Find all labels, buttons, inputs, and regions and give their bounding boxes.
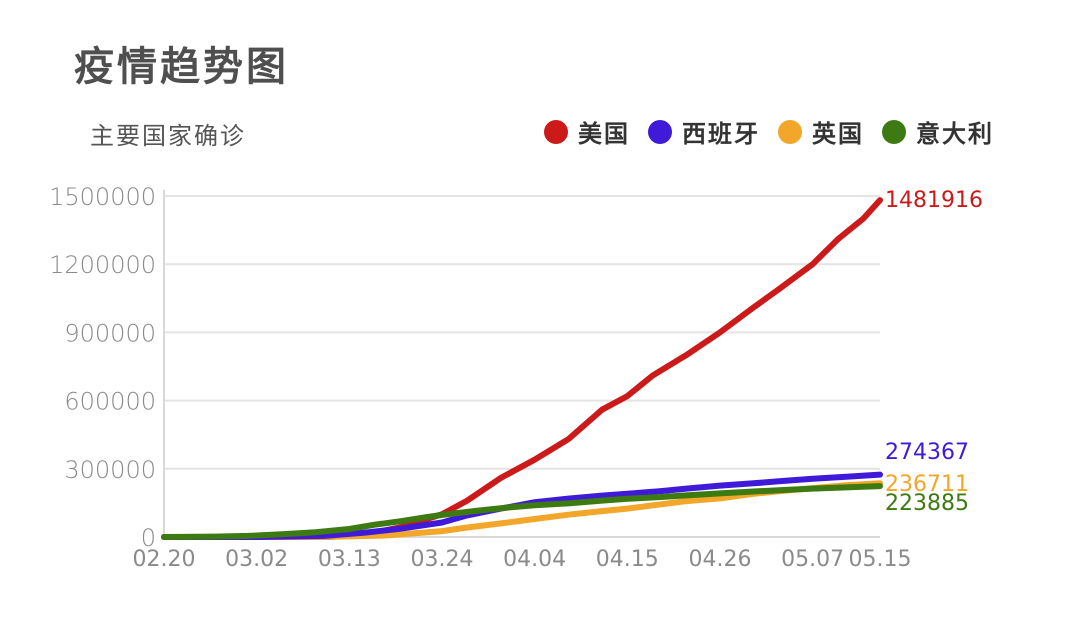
x-tick-label: 04.26 [688,547,751,572]
series-line-0 [161,197,883,540]
y-tick-label: 600000 [64,388,156,416]
end-value-label: 223885 [885,491,969,516]
legend-label-usa: 美国 [578,120,630,148]
y-tick-label: 0 [141,524,156,552]
chart-title: 疫情趋势图 [74,44,289,90]
y-tick-label: 300000 [64,456,156,484]
y-tick-label: 1200000 [49,251,156,279]
legend-label-spain: 西班牙 [682,120,760,148]
y-tick-label: 1500000 [49,183,156,211]
x-tick-label: 03.13 [318,547,381,572]
end-value-label: 274367 [885,440,969,465]
legend-label-uk: 英国 [812,120,864,148]
legend-marker-uk [778,119,802,144]
end-value-label: 236711 [885,472,969,497]
series-line-3 [161,483,883,540]
x-tick-label: 05.15 [849,547,912,572]
legend-marker-usa [544,119,568,144]
y-tick-label: 900000 [64,319,156,347]
x-tick-label: 04.15 [596,547,659,572]
x-tick-label: 02.20 [133,547,196,572]
legend-item-italy: 意大利 [882,114,994,149]
chart-subtitle: 主要国家确诊 [90,122,246,150]
x-tick-label: 03.24 [410,547,473,572]
legend-item-uk: 英国 [778,114,864,149]
end-value-label: 1481916 [885,188,983,213]
x-tick-label: 03.02 [225,547,288,572]
x-tick-label: 04.04 [503,547,566,572]
series-line-1 [161,471,883,540]
legend-label-italy: 意大利 [916,120,994,148]
legend-item-spain: 西班牙 [648,114,760,149]
legend-marker-italy [882,119,906,144]
legend-marker-spain [648,119,672,144]
legend: 美国 西班牙 英国 意大利 [526,114,994,149]
x-tick-label: 05.07 [781,547,844,572]
legend-item-usa: 美国 [544,114,630,149]
